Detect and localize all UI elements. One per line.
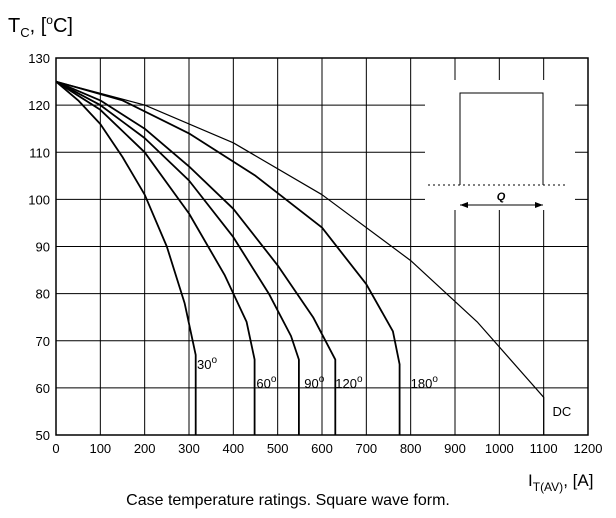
y-tick-label: 70 [36, 334, 50, 349]
x-axis-unit: , [A] [563, 471, 593, 490]
series-label-60: 60o [256, 374, 276, 391]
series-curve-dc [55, 80, 545, 435]
y-tick-label: 110 [29, 145, 50, 160]
series-curve-120 [55, 80, 337, 435]
y-axis-unit-open: , [ [30, 15, 47, 37]
y-axis-title: TC, [oC] [8, 13, 73, 40]
y-axis-unit-close: C] [53, 15, 73, 37]
x-tick-label: 500 [267, 441, 289, 456]
x-tick-label: 900 [444, 441, 466, 456]
x-tick-label: 0 [52, 441, 59, 456]
arrow-right-icon [535, 202, 543, 208]
x-axis-symbol: I [528, 471, 533, 490]
y-tick-label: 80 [36, 287, 50, 302]
y-tick-label: 120 [28, 98, 50, 113]
x-tick-label: 600 [311, 441, 333, 456]
x-axis-subscript: T(AV) [533, 480, 563, 494]
series-curves [55, 80, 545, 435]
x-axis-title: IT(AV), [A] [528, 471, 593, 494]
axes [55, 57, 589, 436]
arrow-left-icon [460, 202, 468, 208]
series-curve-30 [55, 80, 197, 435]
y-axis-subscript: C [20, 25, 29, 40]
x-tick-label: 400 [222, 441, 244, 456]
y-tick-labels: 50 60 70 80 90 100 110 120 130 [28, 51, 50, 443]
x-tick-label: 1200 [574, 441, 603, 456]
waveform-inset: Q [425, 80, 575, 210]
x-tick-label: 700 [355, 441, 377, 456]
y-axis-symbol: T [8, 15, 20, 37]
y-axis-degree: o [46, 13, 53, 27]
series-label-30: 30o [197, 355, 217, 372]
x-tick-labels: 0 100 200 300 400 500 600 700 800 900 1000 1100 1200 [52, 441, 602, 456]
x-tick-label: 200 [134, 441, 156, 456]
series-curve-180 [55, 80, 401, 435]
series-label-180: 180o [411, 374, 439, 391]
plot-frame [55, 57, 589, 436]
x-tick-label: 800 [400, 441, 422, 456]
y-tick-label: 50 [36, 428, 50, 443]
series-label-dc: DC [553, 404, 572, 419]
series-curve-90 [55, 80, 300, 435]
square-pulse [459, 92, 544, 185]
y-tick-label: 100 [28, 192, 50, 207]
svg-text:TC, [oC]: TC, [oC] [8, 13, 73, 40]
x-tick-label: 100 [89, 441, 111, 456]
y-tick-label: 130 [28, 51, 50, 66]
series-labels: 30o 60o 90o 120o 180o DC [197, 355, 571, 419]
inset-q-label: Q [497, 191, 506, 203]
series-curve-60 [55, 80, 256, 435]
x-tick-label: 300 [178, 441, 200, 456]
figure-caption: Case temperature ratings. Square wave fo… [126, 492, 450, 509]
series-label-90: 90o [304, 374, 324, 391]
x-tick-label: 1000 [485, 441, 514, 456]
svg-text:IT(AV), [A]: IT(AV), [A] [528, 471, 593, 494]
series-label-120: 120o [335, 374, 363, 391]
x-tick-label: 1100 [530, 441, 558, 456]
y-tick-label: 90 [36, 240, 50, 255]
inset-background [425, 80, 575, 210]
y-tick-label: 60 [36, 381, 50, 396]
